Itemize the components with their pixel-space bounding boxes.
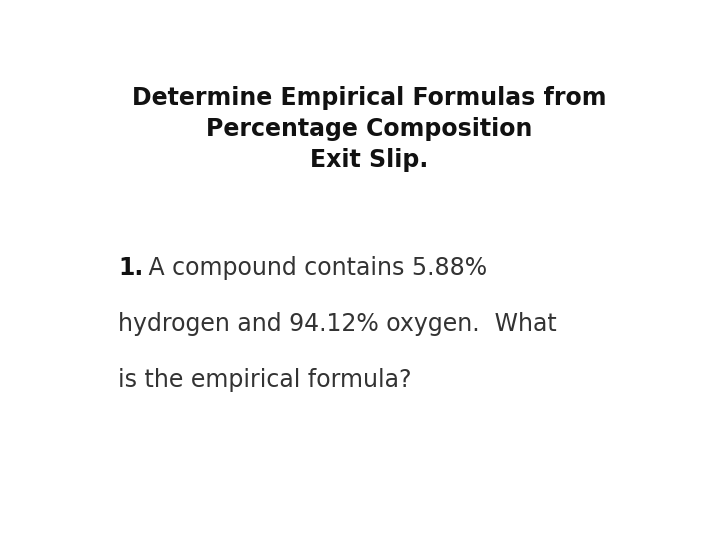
Text: hydrogen and 94.12% oxygen.  What: hydrogen and 94.12% oxygen. What [118, 312, 557, 336]
Text: is the empirical formula?: is the empirical formula? [118, 368, 411, 393]
Text: Exit Slip.: Exit Slip. [310, 148, 428, 172]
Text: 1.: 1. [118, 256, 143, 280]
Text: Percentage Composition: Percentage Composition [206, 117, 532, 141]
Text: A compound contains 5.88%: A compound contains 5.88% [141, 256, 487, 280]
Text: Determine Empirical Formulas from: Determine Empirical Formulas from [132, 85, 606, 110]
